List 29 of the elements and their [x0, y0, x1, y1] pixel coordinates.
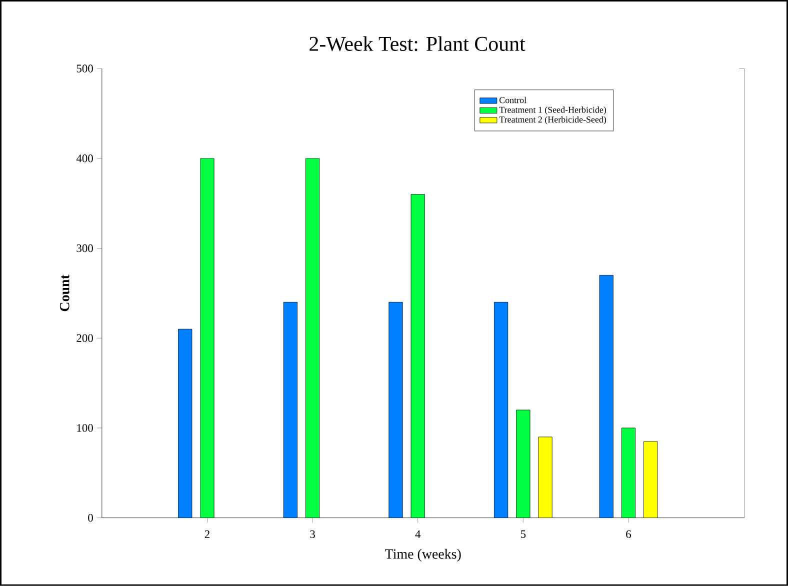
x-axis-title: Time (weeks): [385, 548, 461, 562]
bar: [644, 441, 658, 518]
x-tick-label: 3: [310, 530, 315, 538]
bar: [621, 428, 636, 518]
y-tick-label: 300: [76, 244, 93, 252]
bar: [178, 329, 192, 518]
x-tick-label: 4: [415, 530, 421, 538]
y-axis-title: Count: [60, 274, 70, 312]
bar: [284, 302, 298, 518]
bar: [411, 194, 425, 518]
x-tick-label: 6: [626, 530, 631, 538]
y-tick-label: 200: [76, 334, 93, 342]
legend-label: Treatment 2 (Herbicide-Seed): [499, 116, 606, 124]
bar: [538, 437, 552, 518]
x-tick-label: 5: [520, 530, 526, 538]
bar: [494, 302, 508, 518]
x-tick-label: 2: [204, 530, 210, 538]
legend-label: Treatment 1 (Seed-Herbicide): [499, 106, 606, 115]
bar: [599, 275, 614, 518]
y-tick-label: 0: [88, 514, 93, 522]
bar: [388, 302, 403, 518]
y-tick-label: 100: [77, 424, 93, 432]
bar: [306, 158, 320, 518]
chart-title: 2-Week Test: Plant Count: [310, 36, 526, 52]
legend-label: Control: [499, 96, 526, 104]
bar: [516, 410, 530, 518]
bar: [200, 158, 214, 518]
y-tick-label: 500: [76, 64, 93, 72]
y-tick-label: 400: [76, 154, 93, 162]
